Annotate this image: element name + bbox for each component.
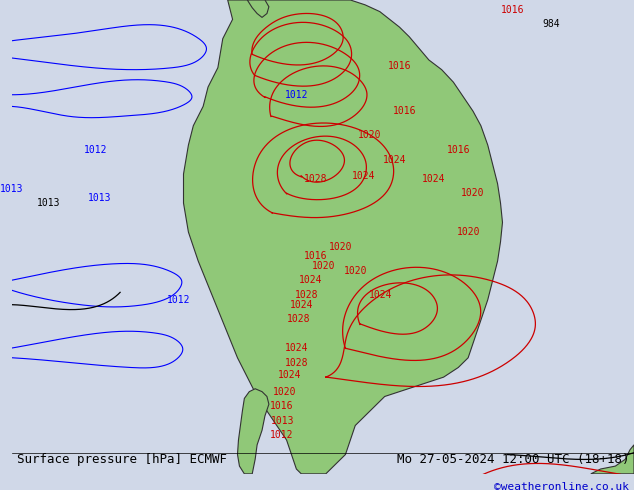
Text: 1013: 1013 — [0, 184, 23, 194]
Text: 1012: 1012 — [285, 90, 308, 100]
Text: 984: 984 — [543, 19, 560, 29]
Text: 1024: 1024 — [351, 171, 375, 181]
Text: 1028: 1028 — [304, 174, 328, 184]
Text: 1028: 1028 — [287, 314, 310, 324]
Polygon shape — [591, 445, 634, 474]
Text: 1012: 1012 — [84, 145, 107, 155]
Text: 1024: 1024 — [383, 154, 406, 165]
Text: 1013: 1013 — [37, 198, 61, 208]
Polygon shape — [238, 389, 269, 474]
Text: 1028: 1028 — [285, 358, 308, 368]
Text: 1013: 1013 — [88, 193, 112, 203]
Text: 1016: 1016 — [501, 5, 524, 15]
Text: 1020: 1020 — [329, 242, 353, 251]
Text: 1013: 1013 — [271, 416, 294, 426]
Text: 1020: 1020 — [358, 130, 382, 140]
Text: 1028: 1028 — [294, 290, 318, 300]
Text: 1024: 1024 — [278, 370, 301, 380]
Text: ©weatheronline.co.uk: ©weatheronline.co.uk — [494, 482, 629, 490]
Text: 1024: 1024 — [369, 290, 392, 300]
Polygon shape — [183, 0, 503, 474]
Text: 1012: 1012 — [270, 430, 294, 440]
Text: 1020: 1020 — [462, 188, 485, 198]
Text: 1020: 1020 — [273, 387, 296, 396]
Text: 1016: 1016 — [270, 401, 294, 411]
Text: 1016: 1016 — [304, 251, 328, 261]
Text: 1024: 1024 — [422, 174, 446, 184]
Text: Mo 27-05-2024 12:00 UTC (18+18): Mo 27-05-2024 12:00 UTC (18+18) — [397, 453, 629, 466]
Text: 1016: 1016 — [446, 145, 470, 155]
Text: 1012: 1012 — [167, 295, 190, 305]
Polygon shape — [247, 0, 269, 18]
Text: 1024: 1024 — [299, 275, 323, 286]
Text: 1020: 1020 — [312, 261, 335, 271]
Text: 1024: 1024 — [285, 343, 308, 353]
Text: 1020: 1020 — [456, 227, 480, 237]
Text: 1020: 1020 — [344, 266, 367, 276]
Text: 1016: 1016 — [387, 61, 411, 71]
Text: 1016: 1016 — [392, 106, 416, 116]
Text: 1024: 1024 — [290, 299, 313, 310]
Text: Surface pressure [hPa] ECMWF: Surface pressure [hPa] ECMWF — [16, 453, 227, 466]
